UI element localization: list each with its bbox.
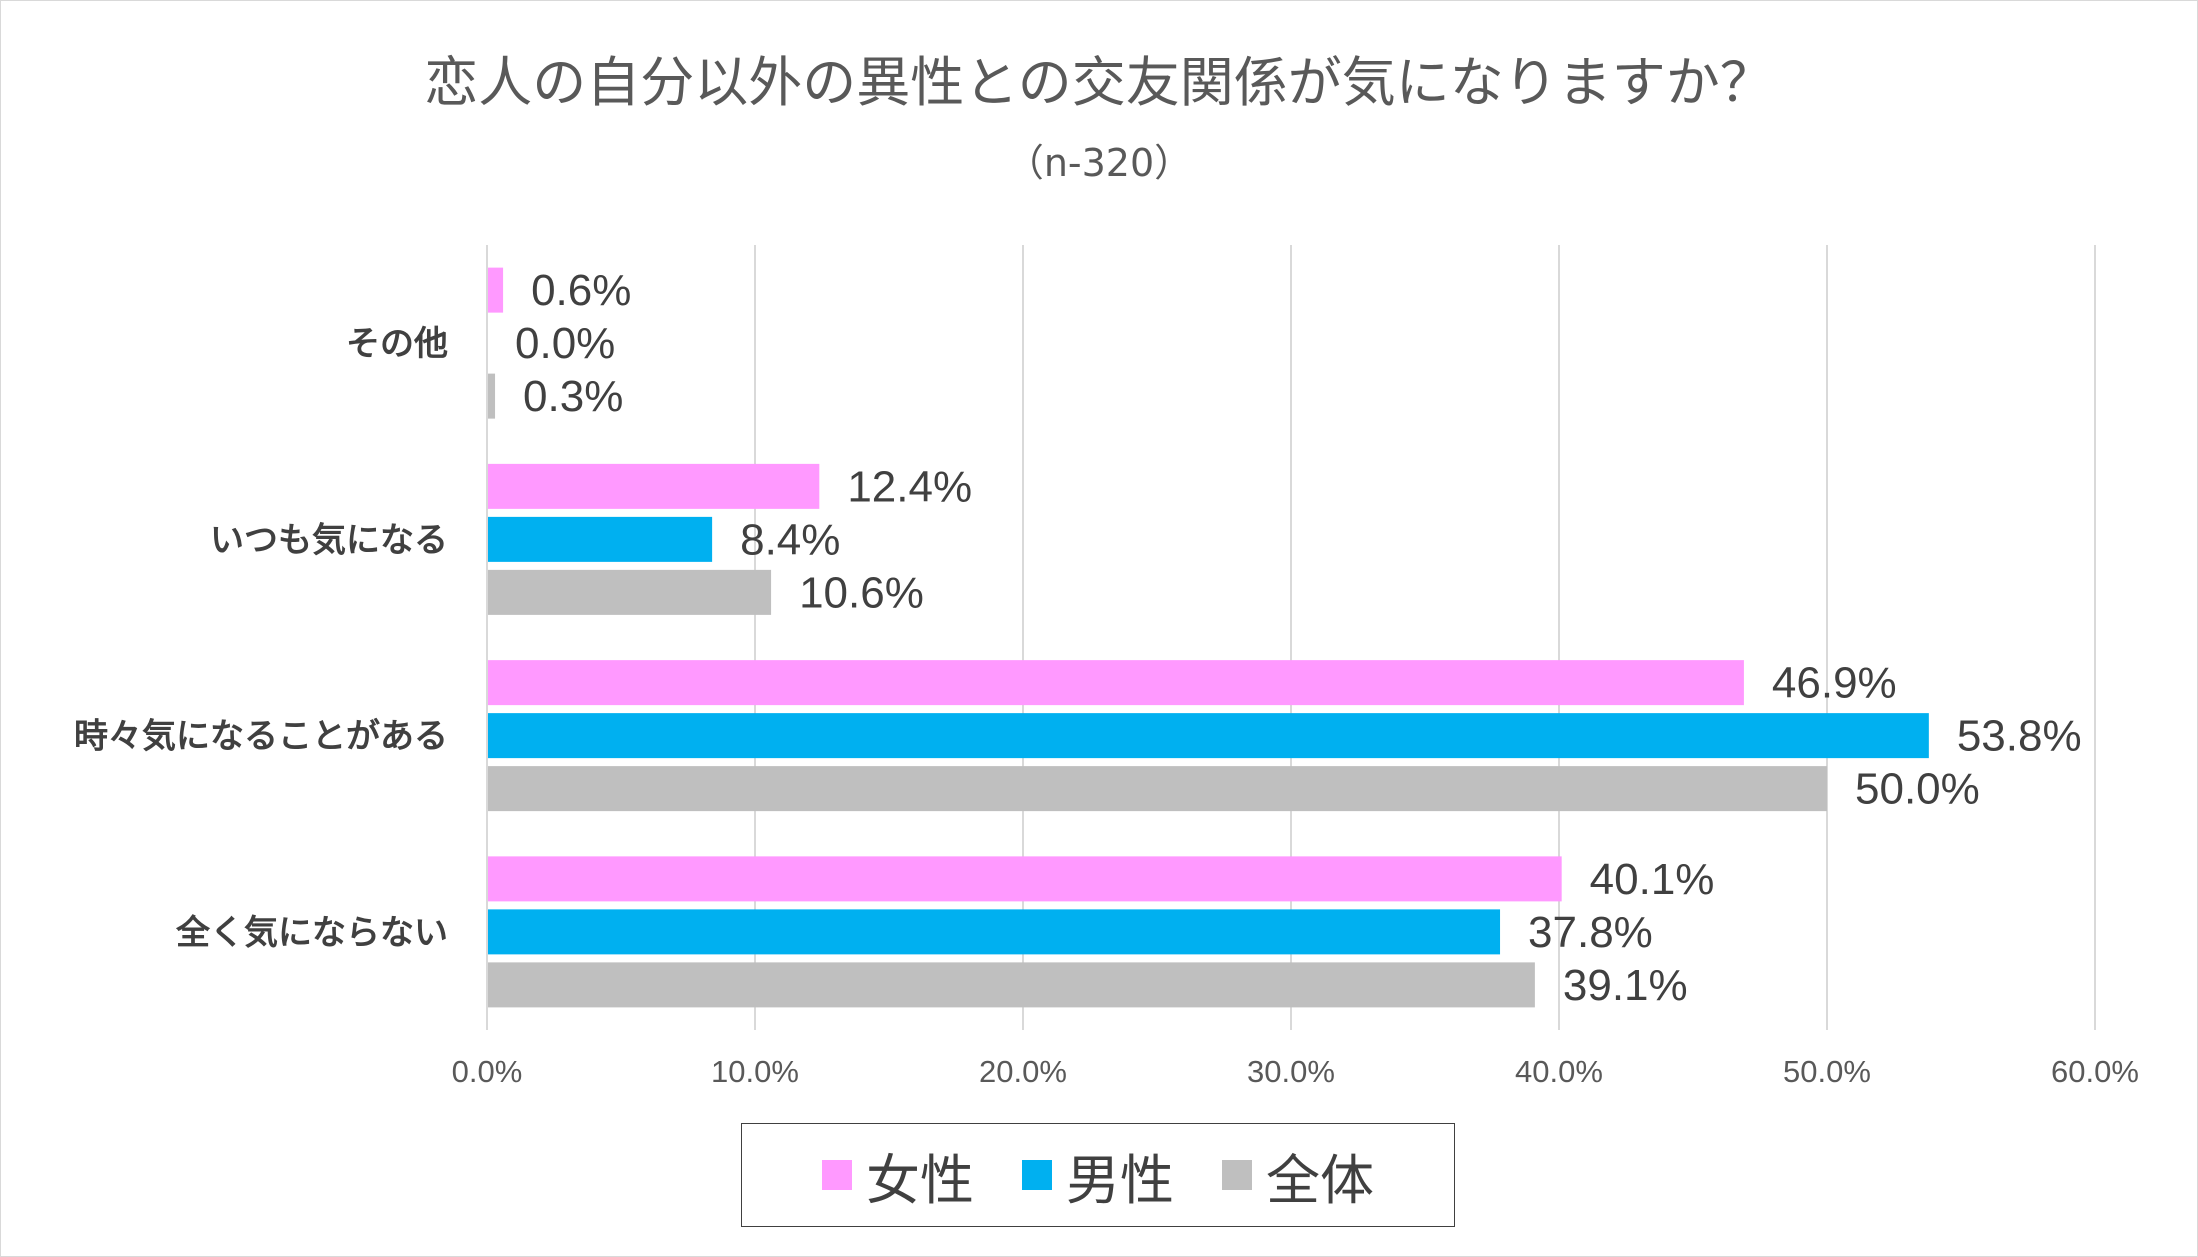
- data-label: 39.1%: [1563, 961, 1688, 1010]
- data-label: 10.6%: [799, 568, 924, 617]
- bar-0: [487, 267, 504, 313]
- legend-label-female: 女性: [866, 1148, 974, 1212]
- category-label: 全く気にならない: [175, 913, 448, 953]
- data-label: 37.8%: [1528, 908, 1653, 957]
- category-label: いつも気になる: [210, 520, 448, 560]
- data-label: 40.1%: [1590, 855, 1715, 904]
- legend-label-male: 男性: [1066, 1148, 1174, 1212]
- data-label: 53.8%: [1957, 712, 2082, 761]
- bar-2: [487, 962, 1535, 1008]
- legend-swatch-female: [822, 1160, 852, 1190]
- data-label: 0.6%: [531, 266, 631, 315]
- bar-1: [487, 516, 713, 562]
- chart-title: 恋人の自分以外の異性との交友関係が気になりますか？: [424, 51, 1774, 114]
- legend-item-female: 女性: [822, 1136, 974, 1215]
- bar-1: [487, 713, 1929, 759]
- legend-swatch-total: [1222, 1160, 1252, 1190]
- x-tick-label: 20.0%: [979, 1054, 1067, 1089]
- bar-0: [487, 463, 820, 509]
- x-tick-label: 10.0%: [711, 1054, 799, 1089]
- data-label: 12.4%: [847, 462, 972, 511]
- x-tick-label: 60.0%: [2051, 1054, 2139, 1089]
- bar-2: [487, 569, 772, 615]
- category-label: その他: [346, 324, 448, 364]
- data-label: 46.9%: [1772, 659, 1897, 708]
- legend-item-male: 男性: [1022, 1136, 1174, 1215]
- category-label: 時々気になることがある: [74, 717, 448, 757]
- bar-2: [487, 766, 1827, 812]
- legend-label-total: 全体: [1266, 1148, 1374, 1212]
- x-tick-label: 40.0%: [1515, 1054, 1603, 1089]
- data-label: 0.3%: [523, 372, 623, 421]
- data-label: 8.4%: [740, 515, 840, 564]
- legend: 女性 男性 全体: [741, 1123, 1455, 1227]
- legend-item-total: 全体: [1222, 1136, 1374, 1215]
- legend-swatch-male: [1022, 1160, 1052, 1190]
- bar-1: [487, 909, 1501, 955]
- chart-subtitle: （n-320）: [1005, 141, 1193, 185]
- x-tick-label: 0.0%: [452, 1054, 523, 1089]
- data-label: 0.0%: [515, 319, 615, 368]
- x-tick-label: 50.0%: [1783, 1054, 1871, 1089]
- bar-0: [487, 660, 1744, 706]
- data-label: 50.0%: [1855, 765, 1980, 814]
- bar-2: [487, 373, 496, 419]
- x-tick-label: 30.0%: [1247, 1054, 1335, 1089]
- bar-0: [487, 856, 1562, 902]
